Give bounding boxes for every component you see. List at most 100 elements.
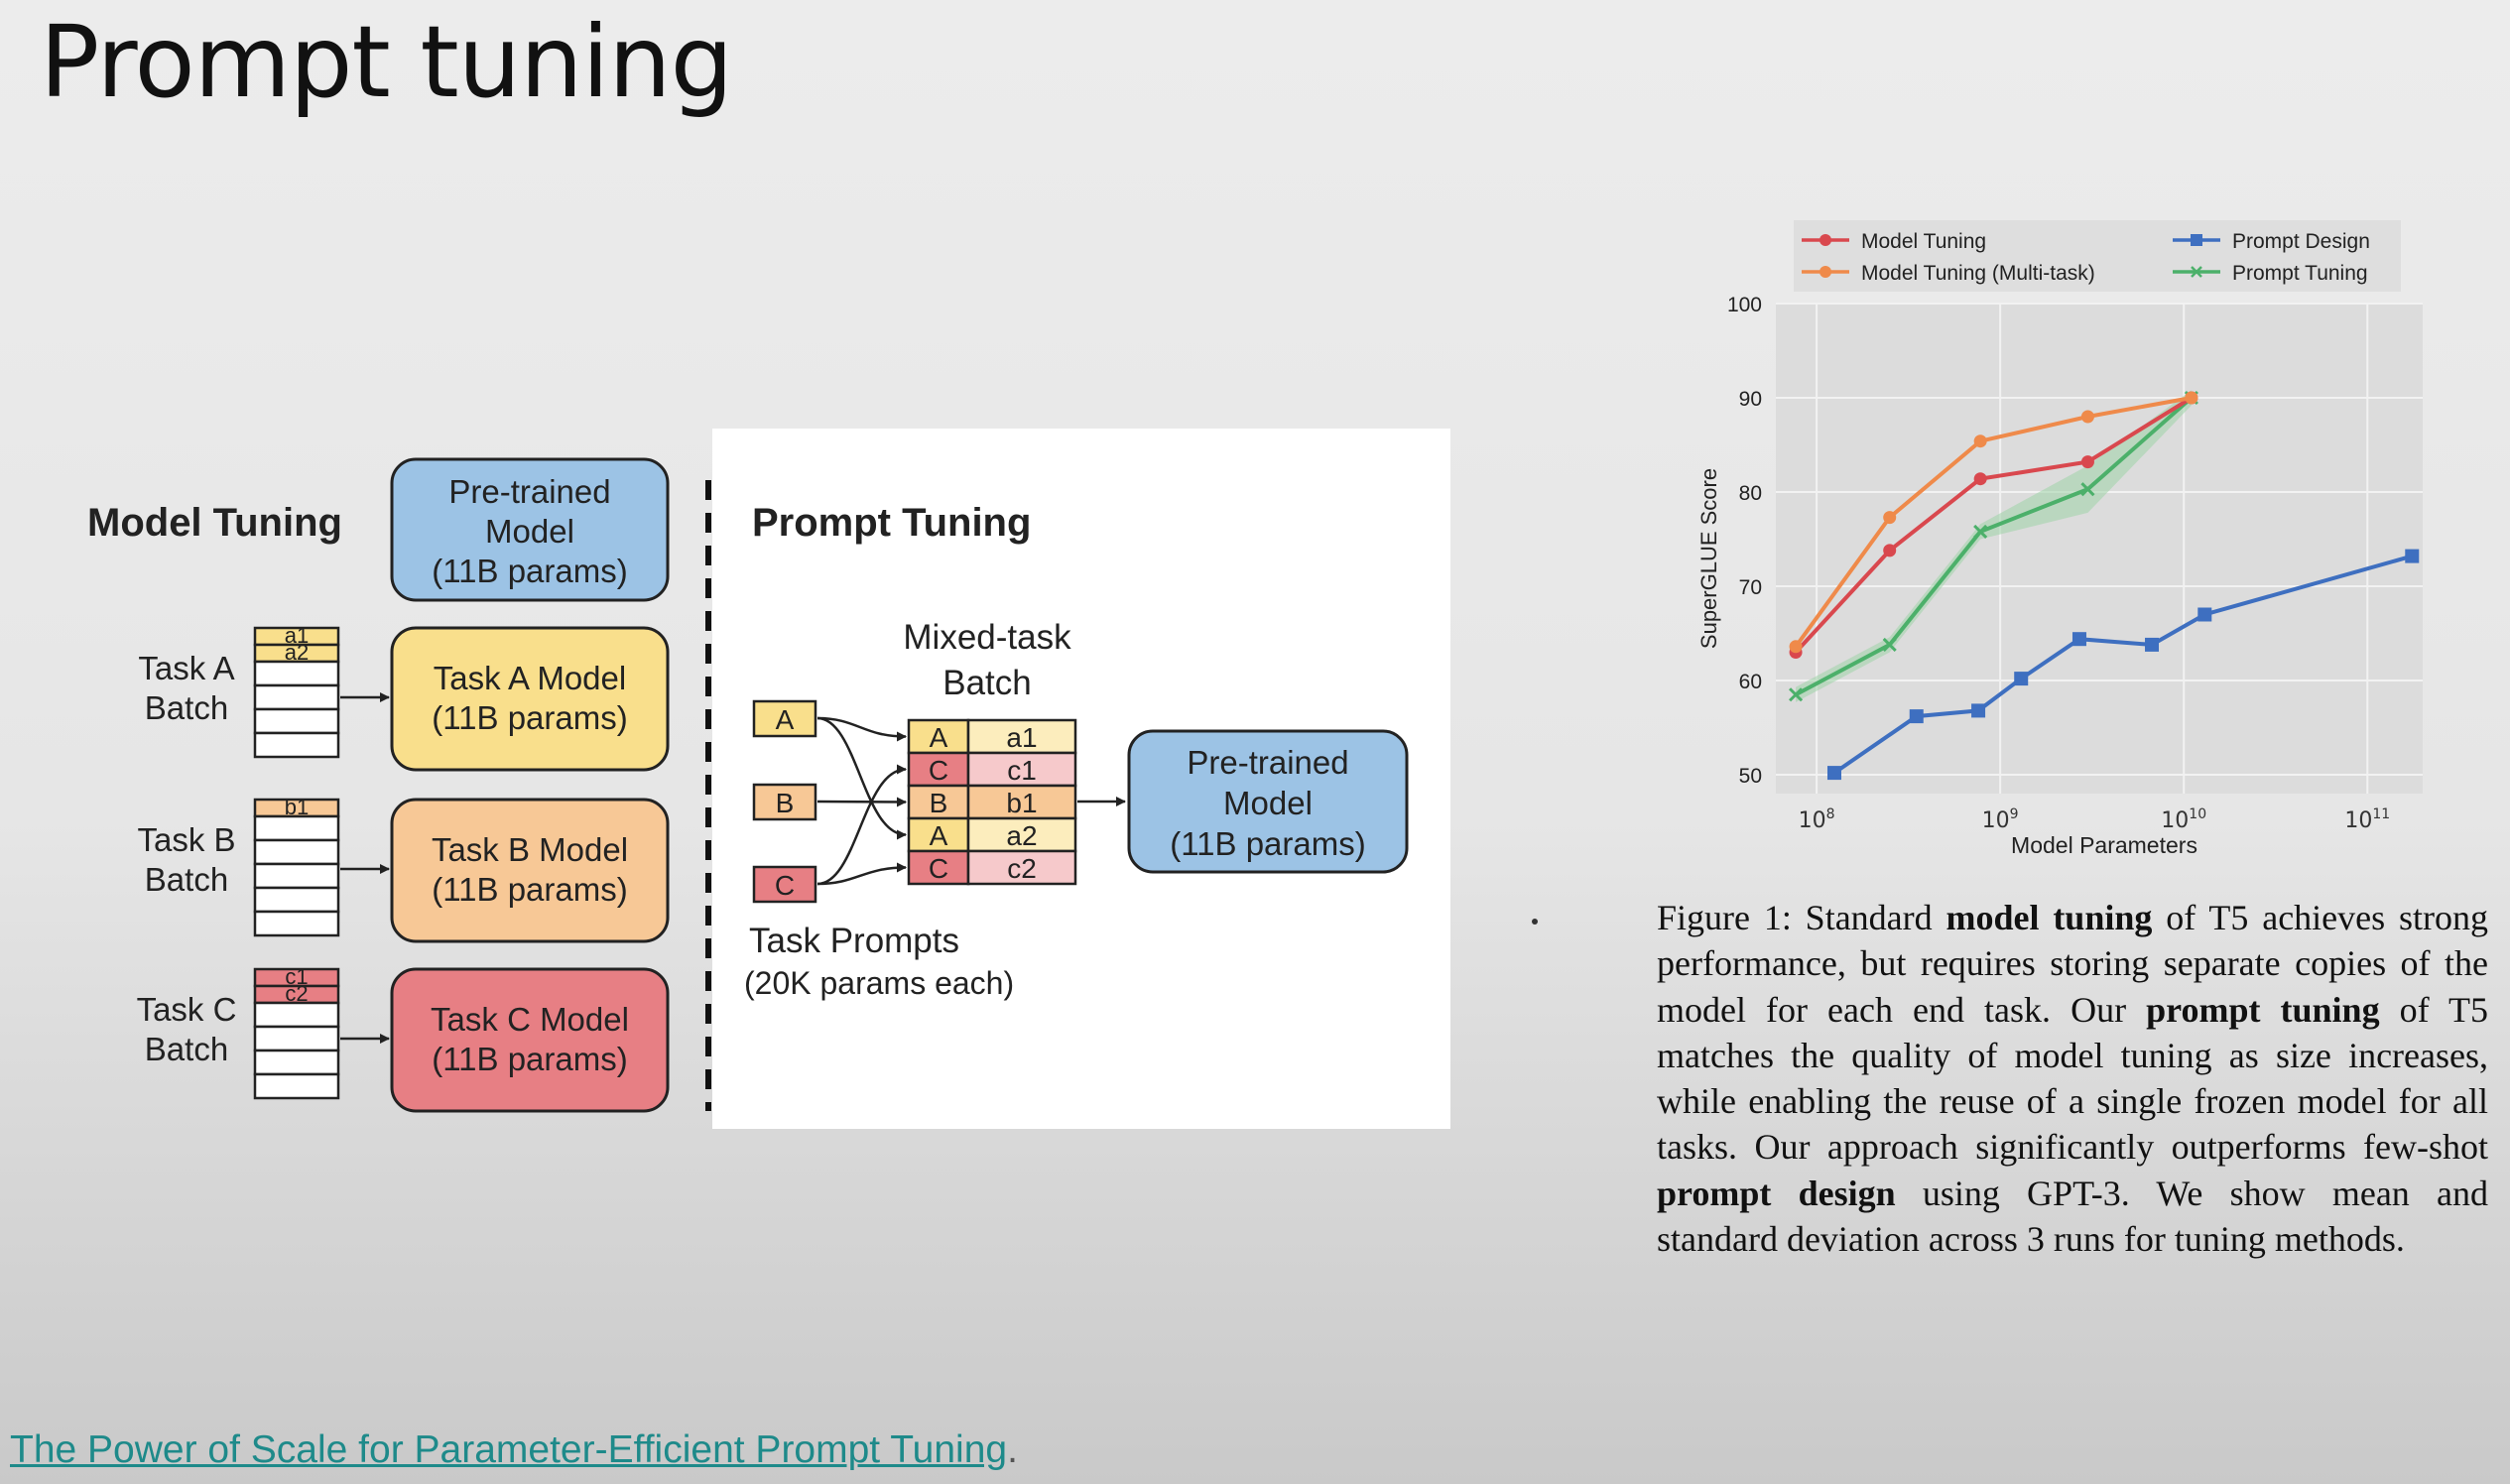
bold-model-tuning: model tuning [1945,898,2153,937]
chart-point [2405,549,2420,563]
task-model-text-3-line-2: (11B params) [432,1041,627,1077]
chart-ytick-label: 60 [1739,671,1762,693]
legend-marker [2191,266,2202,278]
task-model-text-1-line-1: Task A Model [434,660,626,696]
pretrained-model-right-text-line-2: Model [1223,785,1313,821]
task-batch-row [253,1049,340,1076]
chart-ytick-label: 70 [1739,576,1762,599]
task-batch-row [253,1025,340,1052]
chart-xtick-label: 1011 [2344,806,2390,833]
model-tuning-heading: Model Tuning [87,501,342,545]
pretrained-model-left-text-line-1: Pre-trained [448,473,610,510]
chart-point [2080,410,2094,424]
chart-point [2071,632,2086,647]
paper-link[interactable]: The Power of Scale for Parameter-Efficie… [10,1428,1008,1471]
task-prompt-label-C: C [775,870,795,901]
chart-point [1788,687,1804,702]
chart-ytick-label: 100 [1727,294,1762,316]
task-prompt-label-B: B [776,788,795,818]
chart-xtick-label: 1010 [2161,806,2206,833]
chart-ylabel: SuperGLUE Score [1696,468,1721,649]
prompt-to-batch-arrow [816,716,907,840]
task-batch-label-1-line-1: Task A [138,650,234,686]
pretrained-model-box-left [390,457,670,602]
task-batch-row [253,814,340,842]
pretrained-model-right-text-line-3: (11B params) [1170,825,1365,862]
chart-point [1973,524,1988,539]
task-batch-cell: c1 [285,964,308,989]
mixed-batch-input-label: a2 [1006,820,1037,851]
legend-label-1: Model Tuning (Multi-task) [1861,262,2095,285]
legend-label-2: Prompt Design [2232,230,2370,253]
chart-ytick-label: 80 [1739,482,1762,505]
mixed-task-batch-label-line-1: Mixed-task [903,618,1071,657]
chart-point [1789,640,1803,654]
chart-point [1826,766,1841,781]
mouse-cursor-icon [1532,919,1538,925]
pretrained-model-right-text-line-1: Pre-trained [1187,744,1348,781]
task-batch-row [253,910,340,937]
task-prompt-C [752,865,817,904]
task-batch-row [253,683,340,711]
task-model-text-3-line-1: Task C Model [431,1001,629,1038]
task-batch-label-2-line-2: Batch [145,861,228,898]
task-model-text-2-line-2: (11B params) [432,871,627,908]
chart-plot-area [1776,304,2423,794]
bold-prompt-tuning: prompt tuning [2146,989,2380,1030]
chart-point [1883,544,1897,557]
task-batch-row [253,731,340,759]
task-batch-row [253,660,340,687]
legend-marker [1820,234,1831,246]
chart-point [2145,637,2160,652]
task-batch-label-3-line-2: Batch [145,1031,228,1067]
mixed-batch-prompt-label: C [929,755,948,786]
task-batch-row [253,1001,340,1029]
paper-reference: The Power of Scale for Parameter-Efficie… [10,1428,1018,1471]
task-prompt-A [752,699,817,738]
chart-point [2080,482,2095,497]
task-model-box-3 [390,967,670,1113]
chart-point [2014,672,2029,686]
pretrained-model-box-right [1127,729,1409,874]
legend-marker [2191,234,2202,246]
task-prompts-sublabel-line-1: (20K params each) [744,965,1014,1001]
mixed-batch-input-cell [966,718,1077,755]
mixed-batch-prompt-label: C [929,853,948,884]
task-batch-label-3-line-1: Task C [137,991,237,1028]
task-prompt-label-A: A [776,704,795,735]
task-model-text-2-line-1: Task B Model [432,831,628,868]
chart-point [1971,703,1986,718]
bold-prompt-design: prompt design [1657,1173,1896,1213]
superglue-chart: 50 60 70 80 90 100 108 109 1010 1011 Model Paramet… [1696,220,2423,858]
prompt-tuning-heading: Prompt Tuning [752,501,1031,545]
task-model-box-2 [390,798,670,943]
task-batch-cell: c2 [285,981,308,1006]
chart-xtick-label: 108 [1799,806,1835,833]
task-batch-row [253,838,340,866]
pretrained-model-left-text-line-2: Model [485,513,574,550]
chart-point [1909,709,1924,724]
prompt-to-batch-arrow [816,797,907,807]
chart-point [2080,455,2094,469]
chart-xtick-label: 109 [1982,806,2019,833]
legend-label-0: Model Tuning [1861,230,1986,253]
task-model-box-1 [390,626,670,772]
chart-xlabel: Model Parameters [2011,832,2197,858]
task-batch-row [253,862,340,890]
mixed-batch-input-label: b1 [1006,788,1037,818]
task-model-text-1-line-2: (11B params) [432,699,627,736]
prompt-to-batch-arrow [816,862,907,886]
mixed-batch-input-label: c1 [1007,755,1037,786]
chart-point [1973,472,1987,486]
mixed-batch-prompt-label: A [930,820,948,851]
task-batch-row [253,707,340,735]
prompt-to-batch-arrow [816,764,907,886]
chart-point [2185,391,2198,405]
task-batch-label-2-line-1: Task B [137,821,235,858]
task-prompt-B [752,783,817,821]
task-prompts-label-line-1: Task Prompts [749,922,959,960]
legend-marker [1820,266,1831,278]
slide-title: Prompt tuning [40,4,733,120]
